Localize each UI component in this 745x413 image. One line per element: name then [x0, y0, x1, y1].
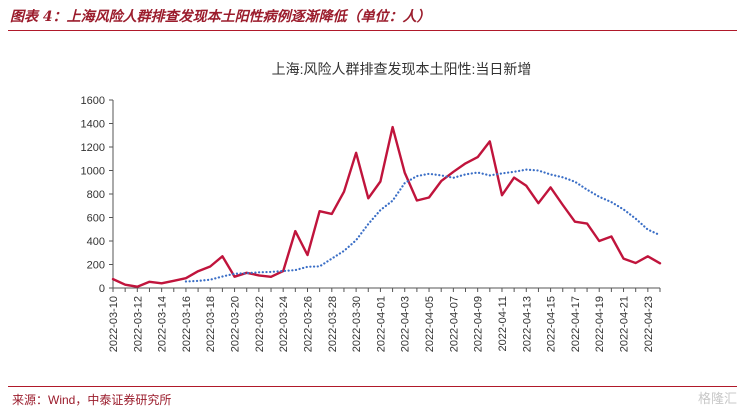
source-note: 来源：Wind，中泰证券研究所	[12, 393, 172, 407]
x-tick-label: 2022-03-12	[132, 296, 144, 352]
x-tick-label: 2022-04-17	[570, 296, 582, 352]
x-tick-label: 2022-03-20	[230, 296, 242, 352]
y-tick-label: 200	[87, 260, 105, 272]
y-tick-label: 1600	[81, 95, 105, 107]
y-tick-label: 0	[99, 283, 105, 295]
x-tick-label: 2022-03-14	[157, 296, 169, 352]
y-tick-label: 1200	[81, 142, 105, 154]
x-tick-label: 2022-03-24	[278, 296, 290, 352]
chart-title: 上海:风险人群排查发现本土阳性:当日新增	[272, 61, 532, 77]
x-tick-label: 2022-04-11	[497, 296, 509, 351]
line-chart: 上海:风险人群排查发现本土阳性:当日新增 0 200 400 600 800 1000 120…	[81, 61, 662, 352]
x-tick-label: 2022-04-21	[619, 296, 631, 352]
figure-header: 图表 4：上海风险人群排查发现本土阳性病例逐渐降低（单位：人）	[0, 0, 745, 30]
x-tick-label: 2022-04-09	[473, 296, 485, 352]
y-tick-label: 1000	[81, 166, 105, 178]
x-tick-label: 2022-04-13	[521, 296, 533, 352]
x-tick-label: 2022-03-18	[205, 296, 217, 352]
figure-title: 图表 4：上海风险人群排查发现本土阳性病例逐渐降低（单位：人）	[10, 9, 431, 25]
x-tick-label: 2022-04-19	[594, 296, 606, 352]
footer-rule	[8, 386, 737, 387]
y-tick-label: 800	[87, 189, 105, 201]
x-tick-label: 2022-04-01	[375, 296, 387, 352]
x-tick-label: 2022-03-28	[327, 296, 339, 352]
x-tick-label: 2022-04-03	[400, 296, 412, 352]
x-tick-label: 2022-04-23	[643, 296, 655, 352]
y-tick-label: 400	[87, 236, 105, 248]
x-tick-label: 2022-03-26	[302, 296, 314, 352]
x-tick-label: 2022-03-10	[108, 296, 120, 352]
x-tick-label: 2022-04-07	[448, 296, 460, 352]
x-tick-label: 2022-04-05	[424, 296, 436, 352]
x-tick-label: 2022-03-22	[254, 296, 266, 352]
watermark-logo: 格隆汇	[697, 391, 737, 406]
x-tick-label: 2022-03-16	[181, 296, 193, 352]
x-tick-label: 2022-03-30	[351, 296, 363, 352]
header-rule	[8, 30, 737, 31]
y-tick-label: 600	[87, 213, 105, 225]
y-tick-label: 1400	[81, 119, 105, 131]
series-line-daily	[111, 125, 662, 288]
x-tick-label: 2022-04-15	[546, 296, 558, 352]
